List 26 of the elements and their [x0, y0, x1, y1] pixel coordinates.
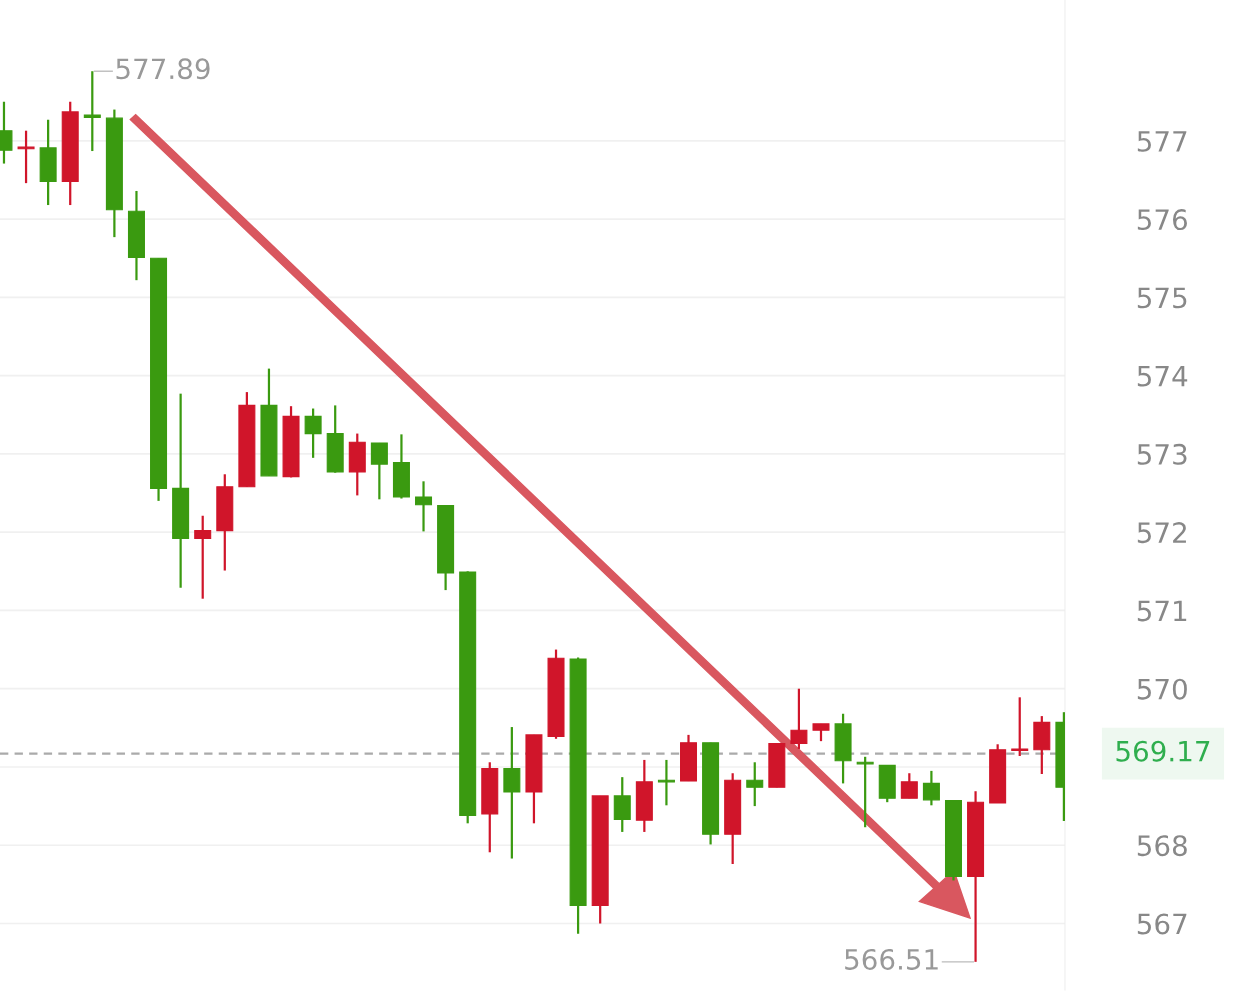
candlestick: [83, 70, 101, 153]
annotation: 577.89: [116, 58, 210, 80]
y-tick-label: 567: [1137, 913, 1187, 935]
y-tick-label: 573: [1137, 443, 1187, 465]
candlestick: [900, 772, 918, 800]
y-tick-label: 576: [1137, 209, 1187, 231]
ref-line-label: 569.17: [1116, 740, 1210, 762]
y-tick-label: 575: [1137, 287, 1187, 309]
candlestick: [922, 769, 940, 807]
y-tick-label: 577: [1137, 131, 1187, 152]
y-tick-label: 570: [1137, 678, 1187, 700]
candlestick: [415, 480, 433, 533]
candlestick: [194, 514, 212, 600]
y-tick-label: 572: [1137, 522, 1186, 544]
annotation: 566.51: [845, 948, 938, 970]
candlestick: [17, 129, 35, 185]
candlestick: [503, 725, 521, 860]
y-tick-label: 568: [1137, 835, 1187, 857]
y-tick-label: 574: [1137, 365, 1188, 387]
candlestick: [790, 687, 808, 751]
candlestick: [746, 761, 764, 808]
candlestick: [304, 407, 322, 459]
candlestick: [613, 776, 631, 834]
candlestick: [1011, 696, 1029, 758]
y-tick-label: 571: [1137, 600, 1187, 622]
candlestick: [370, 441, 388, 501]
